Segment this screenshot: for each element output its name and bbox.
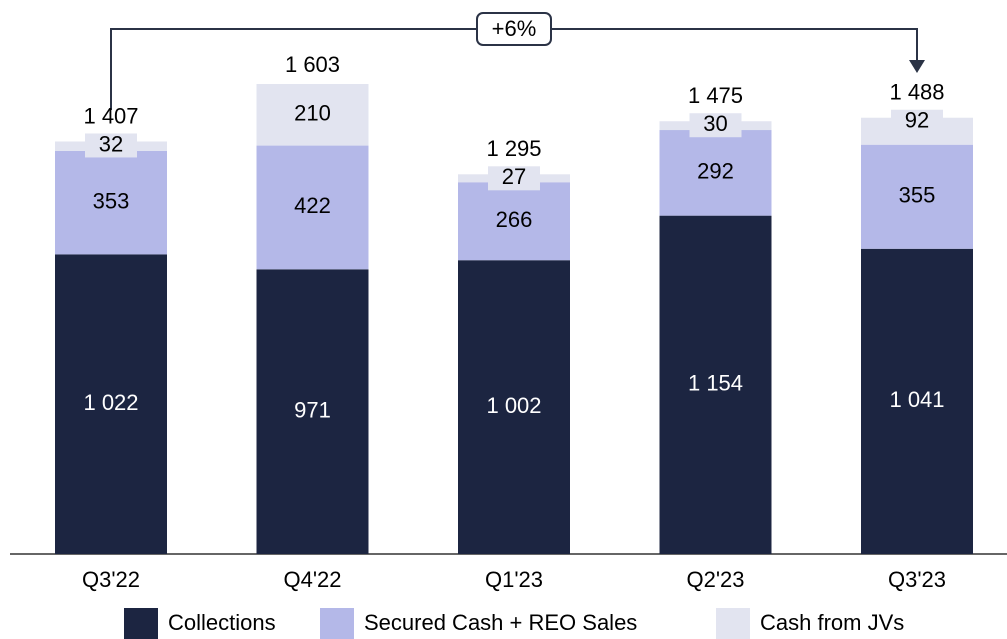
value-label: 292 (697, 159, 734, 184)
bar-segment (256, 145, 369, 270)
total-label: 1 603 (285, 52, 340, 77)
bar-segment (55, 150, 167, 255)
legend-swatch (320, 608, 354, 639)
value-label: 971 (294, 397, 331, 422)
x-tick-label: Q3'22 (82, 567, 140, 592)
bar-segment (458, 182, 570, 261)
value-label: 355 (899, 183, 936, 208)
x-tick-label: Q4'22 (283, 567, 341, 592)
value-label: 210 (294, 101, 331, 126)
legend-swatch (124, 608, 158, 639)
label-box (689, 113, 742, 138)
x-tick-label: Q3'23 (888, 567, 946, 592)
label-box (85, 133, 137, 158)
bar-segment (458, 260, 570, 554)
bar-segment (861, 248, 973, 554)
bar-segment (256, 84, 369, 146)
bar-segment (861, 144, 973, 249)
value-label: 27 (502, 164, 526, 189)
value-label: 1 002 (486, 393, 541, 418)
value-label: 1 041 (889, 387, 944, 412)
label-box (891, 109, 943, 134)
bar-segment (256, 269, 369, 554)
value-label: 1 022 (83, 390, 138, 415)
legend-label: Collections (168, 610, 276, 635)
value-label: 353 (93, 188, 130, 213)
bar-segment (659, 215, 772, 554)
growth-arrow: +6% (110, 12, 925, 110)
value-label: 422 (294, 193, 331, 218)
bar-segment (659, 130, 772, 216)
value-label: 1 154 (688, 371, 743, 396)
value-label: 32 (99, 131, 123, 156)
x-tick-label: Q1'23 (485, 567, 543, 592)
legend-label: Cash from JVs (760, 610, 904, 635)
total-label: 1 407 (83, 103, 138, 128)
bar-segment (55, 254, 167, 554)
total-label: 1 475 (688, 83, 743, 108)
legend-swatch (716, 608, 750, 639)
legend-label: Secured Cash + REO Sales (364, 610, 637, 635)
annotation: +6% (492, 16, 537, 41)
value-label: 266 (496, 207, 533, 232)
value-label: 30 (703, 111, 727, 136)
total-label: 1 295 (486, 136, 541, 161)
x-tick-label: Q2'23 (686, 567, 744, 592)
total-label: 1 488 (889, 80, 944, 105)
value-label: 92 (905, 108, 929, 133)
label-box (488, 166, 540, 191)
